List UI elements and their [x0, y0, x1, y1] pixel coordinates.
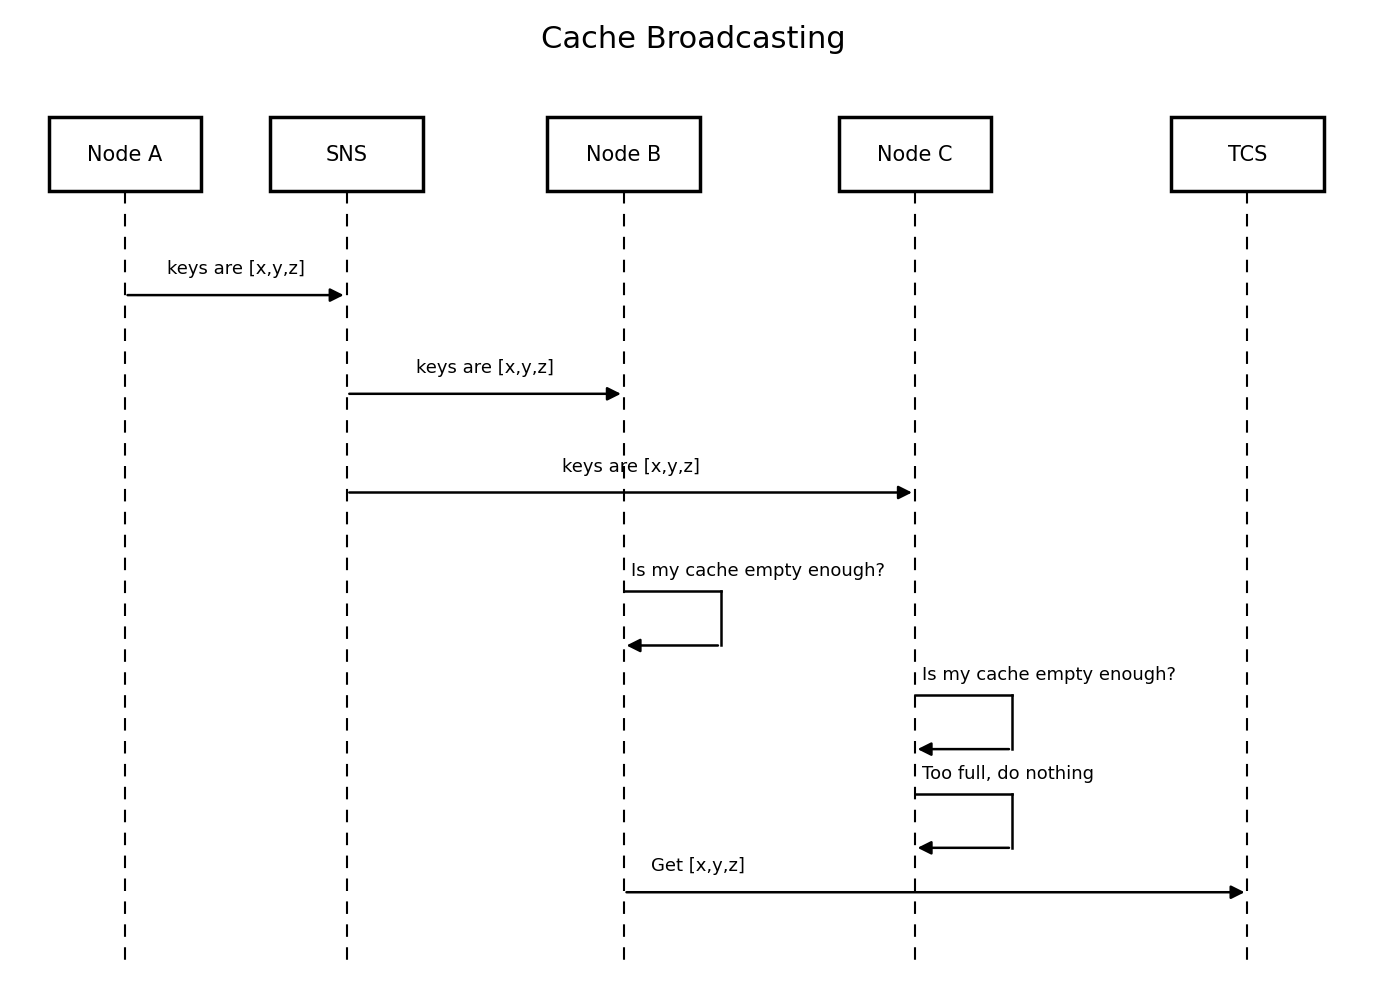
FancyBboxPatch shape [49, 118, 201, 192]
Text: keys are [x,y,z]: keys are [x,y,z] [416, 359, 554, 377]
FancyBboxPatch shape [839, 118, 991, 192]
Text: Too full, do nothing: Too full, do nothing [922, 764, 1094, 782]
FancyBboxPatch shape [1171, 118, 1324, 192]
FancyBboxPatch shape [270, 118, 423, 192]
Text: TCS: TCS [1228, 145, 1267, 166]
Text: Node A: Node A [87, 145, 162, 166]
Text: Get [x,y,z]: Get [x,y,z] [651, 857, 746, 875]
Text: keys are [x,y,z]: keys are [x,y,z] [561, 458, 700, 475]
Text: Node B: Node B [586, 145, 661, 166]
Text: keys are [x,y,z]: keys are [x,y,z] [166, 260, 305, 278]
Text: Is my cache empty enough?: Is my cache empty enough? [631, 562, 884, 580]
Text: SNS: SNS [326, 145, 367, 166]
Text: Node C: Node C [877, 145, 952, 166]
Text: Cache Broadcasting: Cache Broadcasting [541, 25, 845, 54]
FancyBboxPatch shape [547, 118, 700, 192]
Text: Is my cache empty enough?: Is my cache empty enough? [922, 666, 1175, 683]
